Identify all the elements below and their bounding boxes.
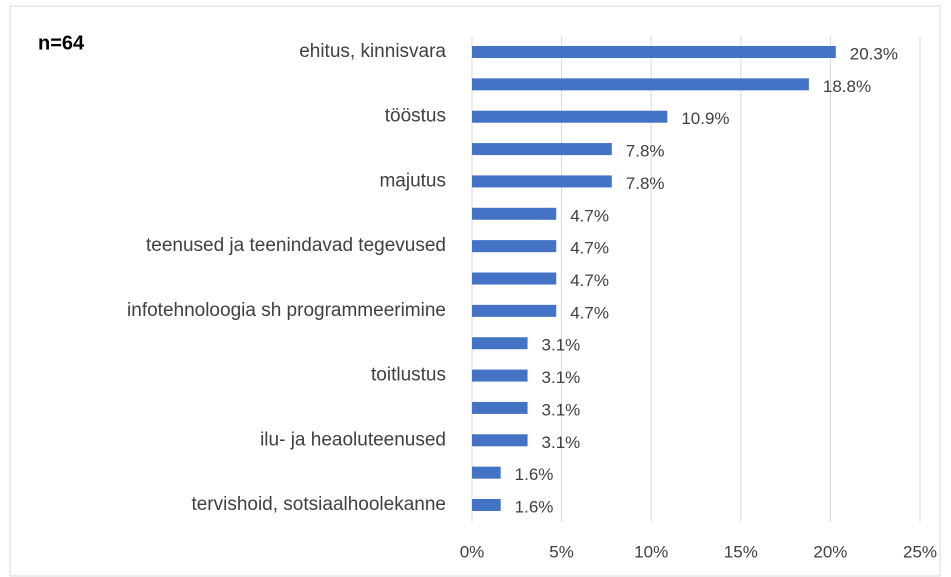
value-label: 3.1% [542,400,581,419]
value-label: 1.6% [515,497,554,516]
value-label: 10.9% [681,109,729,128]
bar [472,434,528,447]
category-label: ilu- ja heaoluteenused [260,429,446,450]
x-tick-label: 10% [634,542,668,561]
value-label: 4.7% [570,239,609,258]
x-tick-label: 5% [549,542,574,561]
x-tick-label: 0% [460,542,485,561]
bar [472,240,557,253]
value-label: 20.3% [850,44,898,63]
bar [472,369,528,382]
bar [472,272,557,285]
value-label: 7.8% [626,174,665,193]
bar [472,46,836,58]
category-label: tööstus [385,106,446,127]
category-label: infotehnoloogia sh programmeerimine [127,300,446,321]
bar [472,110,668,123]
value-label: 7.8% [626,142,665,161]
bar [472,207,557,220]
x-tick-label: 20% [813,542,847,561]
x-tick-label: 15% [724,542,758,561]
value-label: 18.8% [823,77,871,96]
category-label: ehitus, kinnisvara [299,41,446,62]
value-label: 4.7% [570,303,609,322]
bar [472,143,612,156]
value-label: 4.7% [570,271,609,290]
bar [472,466,501,479]
category-label: tervishoid, sotsiaalhoolekanne [191,494,446,515]
value-label: 3.1% [542,368,581,387]
bar [472,78,809,91]
category-label: teenused ja teenindavad tegevused [146,235,446,256]
value-label: 3.1% [542,336,581,355]
category-label: toitlustus [371,365,446,386]
bar [472,304,557,317]
annotation: n=64 [38,32,85,54]
value-label: 4.7% [570,206,609,225]
value-label: 3.1% [542,433,581,452]
x-tick-label: 25% [903,542,937,561]
category-label: majutus [379,170,446,191]
bar [472,175,612,188]
bar [472,499,501,511]
chart-frame [9,5,941,577]
bar [472,401,528,414]
bar [472,337,528,350]
value-label: 1.6% [515,465,554,484]
